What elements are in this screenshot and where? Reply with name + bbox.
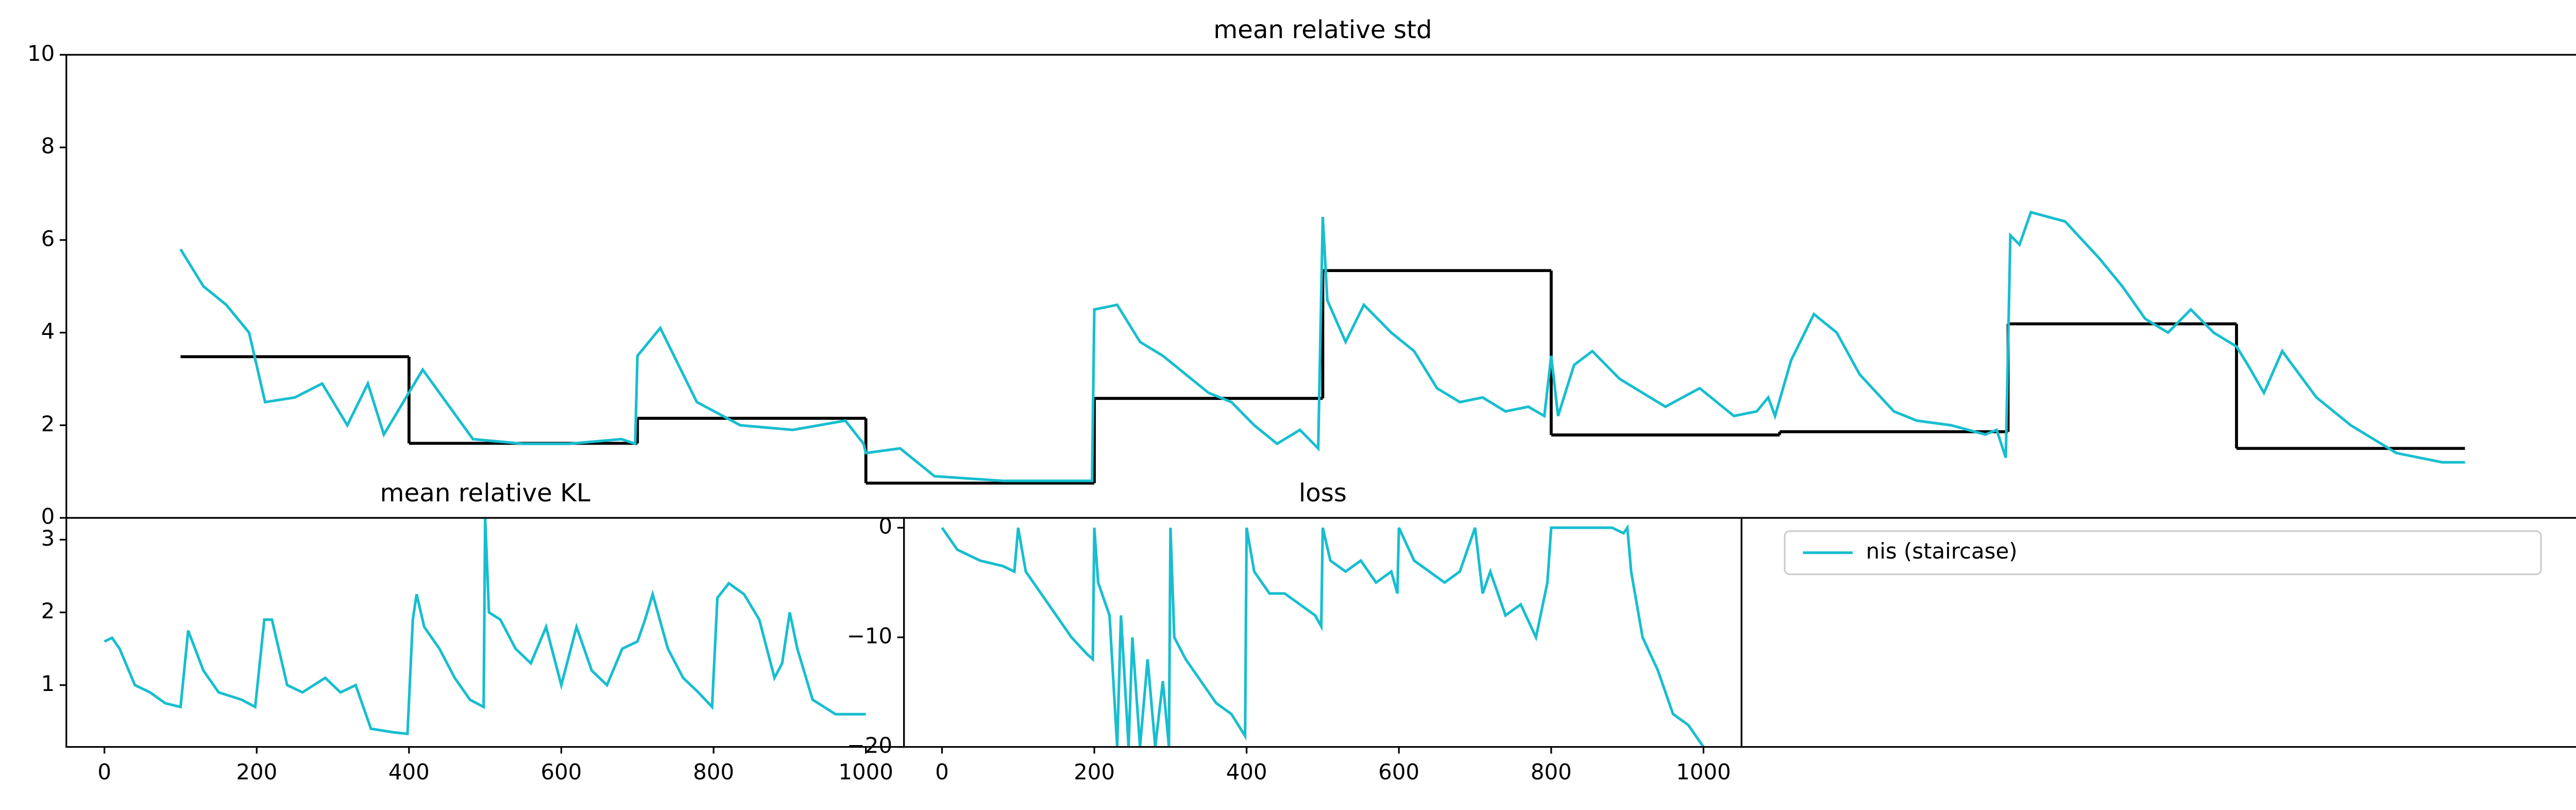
x-tick-label: 200 xyxy=(236,760,277,785)
x-tick-label: 1000 xyxy=(1676,760,1731,785)
y-tick-label: 0 xyxy=(878,514,892,539)
y-tick-label: −10 xyxy=(847,623,892,648)
y-tick-label: 4 xyxy=(41,318,55,344)
x-tick-label: 600 xyxy=(1378,760,1419,785)
chart-title: mean relative KL xyxy=(380,479,590,508)
x-tick-label: 800 xyxy=(1531,760,1572,785)
x-tick-label: 800 xyxy=(693,760,734,785)
y-tick-label: 8 xyxy=(41,133,55,159)
y-tick-label: 2 xyxy=(41,411,55,436)
x-tick-label: 1000 xyxy=(838,760,893,785)
x-tick-label: 600 xyxy=(541,760,582,785)
x-tick-label: 0 xyxy=(935,760,949,785)
chart-title: mean relative std xyxy=(1213,15,1432,44)
data-line xyxy=(179,210,2465,482)
x-tick-label: 200 xyxy=(1074,760,1115,785)
y-tick-label: 3 xyxy=(41,526,55,551)
x-tick-label: 0 xyxy=(97,760,111,785)
data-line xyxy=(941,524,1705,747)
y-tick-label: −20 xyxy=(847,733,892,758)
y-tick-label: 10 xyxy=(27,41,55,66)
chart-title: loss xyxy=(1299,479,1347,508)
legend-label: nis (staircase) xyxy=(1866,538,2018,564)
y-tick-label: 1 xyxy=(41,671,55,696)
y-tick-label: 2 xyxy=(41,598,55,623)
y-tick-label: 6 xyxy=(41,226,55,251)
y-tick-label: 0 xyxy=(41,504,55,529)
x-tick-label: 400 xyxy=(1226,760,1267,785)
x-tick-label: 400 xyxy=(388,760,430,785)
data-line xyxy=(104,518,866,736)
axes-frame xyxy=(903,517,1742,748)
legend-box xyxy=(1784,530,2542,576)
